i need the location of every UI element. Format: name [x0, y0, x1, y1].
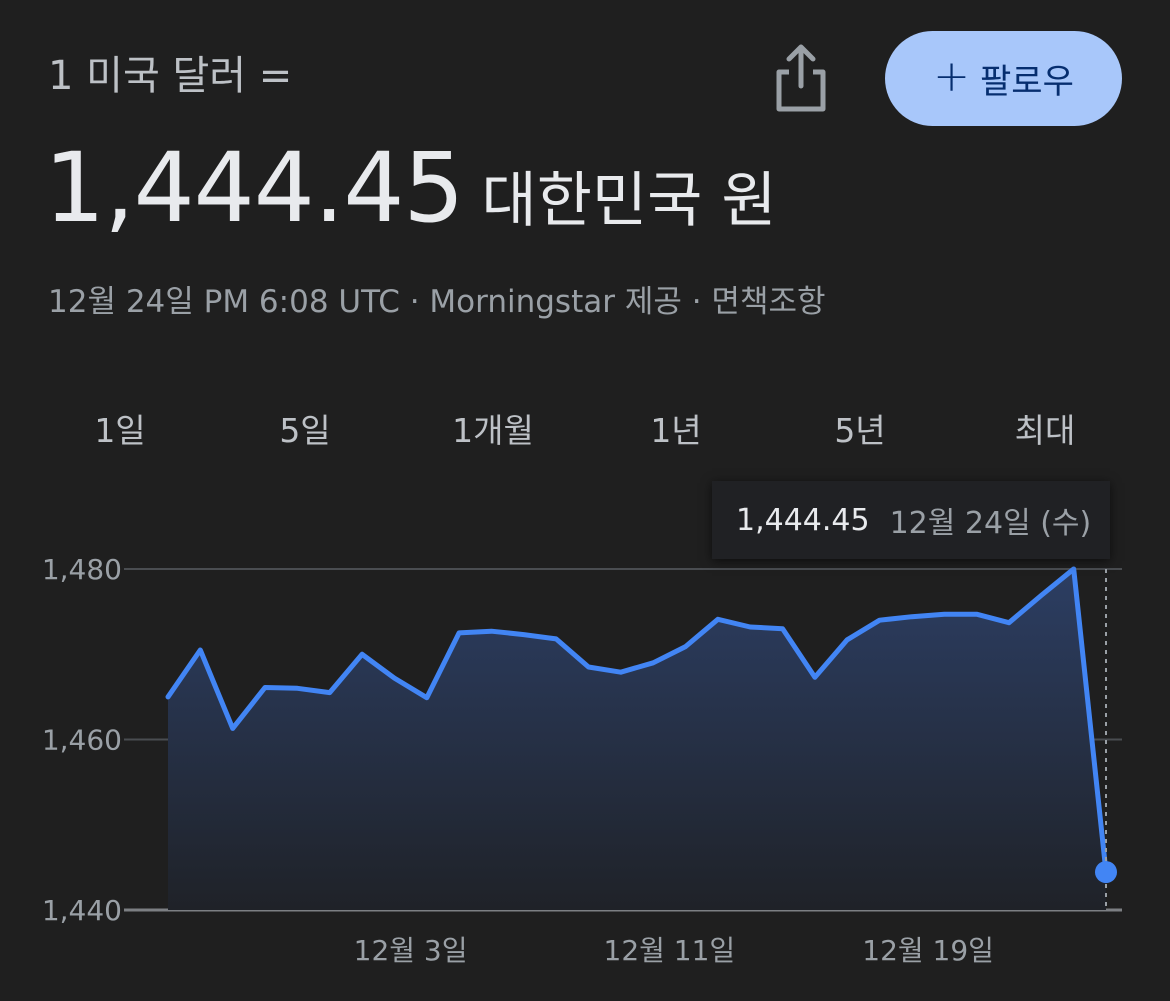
tab-1-day[interactable]: 1일: [94, 411, 146, 450]
chart-series-line: [165, 566, 1109, 875]
tab-5-years[interactable]: 5년: [834, 411, 886, 450]
y-tick-label: 1,480: [42, 553, 122, 586]
time-range-tabs: 1일 5일 1개월 1년 5년 최대: [30, 395, 1140, 467]
chart-area-fill: [168, 569, 1106, 910]
tab-1-year[interactable]: 1년: [650, 411, 702, 450]
exchange-rate-chart[interactable]: 1,440 1,460 1,480 12월 3일 12월 11일 12월 19일: [0, 540, 1170, 1001]
tab-5-days[interactable]: 5일: [279, 411, 331, 450]
y-tick-label: 1,460: [42, 724, 122, 757]
follow-label: 팔로우: [980, 62, 1074, 102]
tab-1-month[interactable]: 1개월: [452, 411, 534, 450]
tab-max[interactable]: 최대: [1014, 411, 1076, 450]
rate-value: 1,444.45: [44, 132, 464, 244]
y-tick-label: 1,440: [42, 894, 122, 927]
rate-meta: 12월 24일 PM 6:08 UTC · Morningstar 제공 · 면…: [48, 284, 826, 320]
x-tick-label: 12월 19일: [862, 934, 994, 967]
share-icon: [776, 44, 826, 112]
x-tick-label: 12월 11일: [604, 934, 736, 967]
x-tick-label: 12월 3일: [354, 934, 468, 967]
rate-currency: 대한민국 원: [481, 166, 777, 236]
exchange-rate-value: 1,444.45 대한민국 원: [44, 128, 777, 276]
share-button[interactable]: [770, 42, 832, 114]
plus-icon: +: [933, 50, 971, 102]
tooltip-date: 12월 24일 (수): [889, 506, 1092, 541]
rate-label: 1 미국 달러 =: [48, 53, 293, 99]
follow-button[interactable]: + 팔로우: [885, 31, 1122, 126]
chart-highlight-point: [1095, 861, 1117, 884]
tooltip-value: 1,444.45: [736, 502, 870, 538]
chart-tooltip: 1,444.45 12월 24일 (수): [712, 481, 1110, 559]
